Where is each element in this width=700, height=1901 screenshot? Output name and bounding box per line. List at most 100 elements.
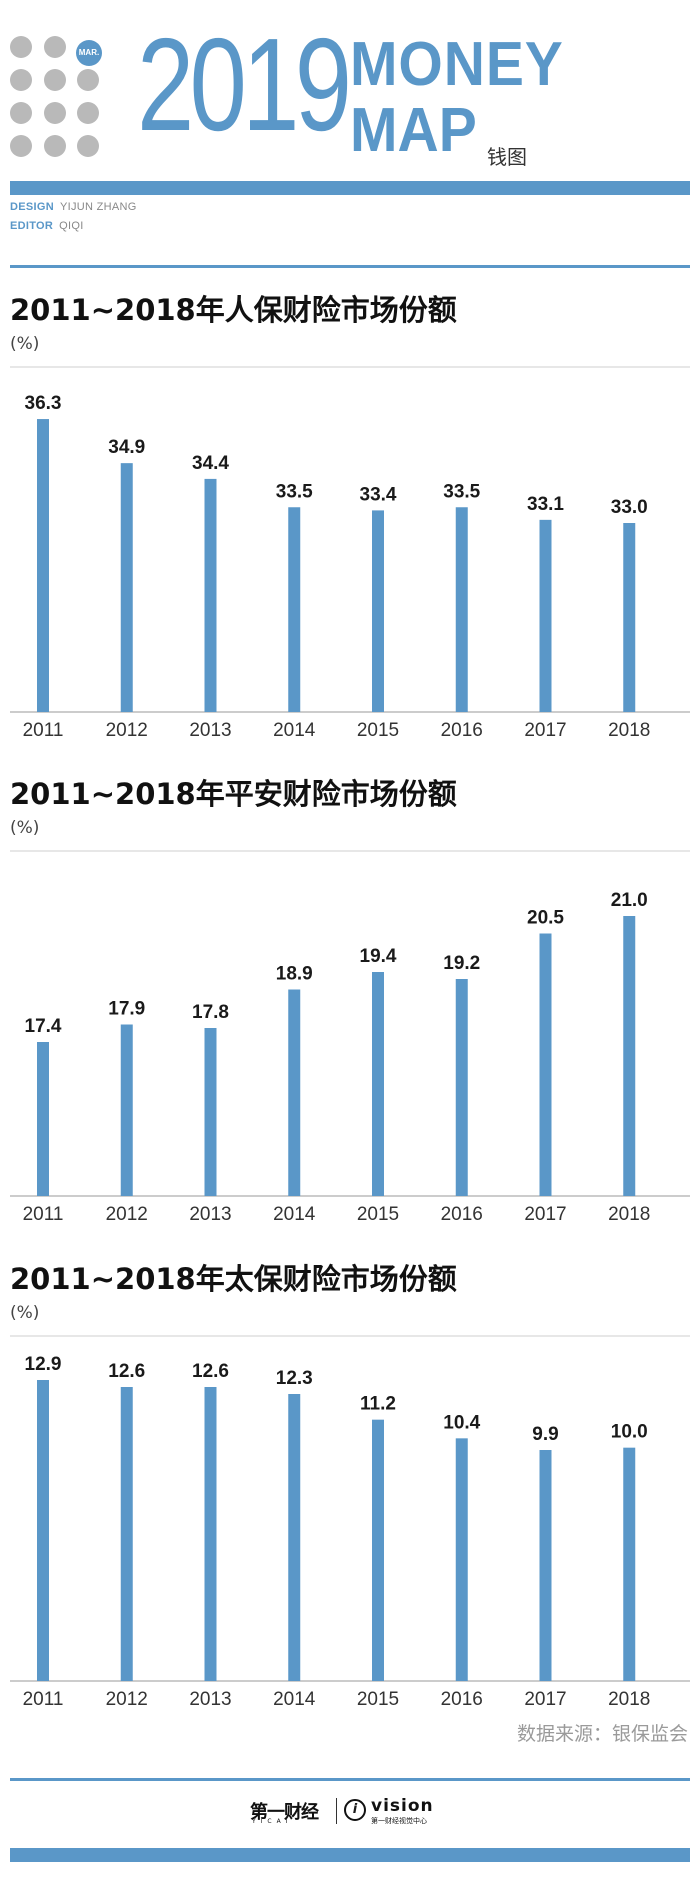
bar [204, 1028, 217, 1196]
data-label: 33.1 [527, 494, 564, 515]
column-title-cn: 钱图 [487, 145, 527, 169]
x-tick-label: 2013 [189, 720, 231, 741]
chart-unit: (%) [10, 334, 40, 354]
data-label: 12.6 [192, 1361, 229, 1382]
x-tick-label: 2015 [357, 1689, 399, 1710]
chart-section-picc: 2011~2018年人保财险市场份额 (%) 36.3 2011 34.9 2012 3… [0, 292, 700, 752]
x-tick-label: 2013 [189, 1689, 231, 1710]
section-rule [10, 265, 690, 268]
x-tick-label: 2011 [23, 720, 64, 741]
data-label: 10.0 [611, 1422, 648, 1443]
data-label: 33.0 [611, 497, 648, 518]
bar [204, 478, 217, 712]
map-heading: MAP [350, 96, 477, 165]
x-tick-label: 2014 [273, 720, 316, 741]
bar [120, 463, 133, 712]
bar [288, 1394, 301, 1681]
bar [288, 989, 301, 1196]
bar [37, 419, 49, 712]
data-label: 12.6 [108, 1361, 145, 1382]
chart-title: 2011~2018年太保财险市场份额 [10, 1262, 457, 1296]
bar [539, 1450, 552, 1681]
footer-rule [10, 1778, 690, 1781]
money-heading: MONEY [350, 30, 564, 99]
x-tick-label: 2017 [524, 1204, 566, 1225]
bar-chart: 36.3 2011 34.9 2012 34.4 2013 33.5 2014 33.4 2015… [10, 366, 690, 741]
bar [288, 507, 301, 712]
chart-title: 2011~2018年人保财险市场份额 [10, 293, 457, 327]
yicai-logo: 第一财经 [250, 1802, 319, 1823]
bar [372, 510, 384, 712]
bar [37, 1042, 49, 1196]
chart-unit: (%) [10, 818, 40, 838]
year-heading: 2019 [137, 11, 352, 158]
chart-unit: (%) [10, 1303, 40, 1323]
data-label: 19.2 [443, 953, 480, 974]
header-rule [10, 181, 690, 195]
x-tick-label: 2014 [273, 1689, 316, 1710]
x-tick-label: 2015 [357, 720, 399, 741]
x-tick-label: 2011 [23, 1204, 64, 1225]
editor-label: EDITOR [10, 220, 54, 232]
chart-title: 2011~2018年平安财险市场份额 [10, 777, 457, 811]
data-label: 12.9 [25, 1354, 62, 1375]
bar-chart: 17.4 2011 17.9 2012 17.8 2013 18.9 2014 19.4 2015… [10, 850, 690, 1225]
x-tick-label: 2012 [106, 720, 148, 741]
bar [455, 1438, 468, 1681]
month-badge: MAR. [76, 40, 102, 66]
bar [455, 979, 468, 1196]
data-label: 33.5 [276, 481, 313, 502]
data-source: 数据来源：银保监会 [516, 1723, 688, 1745]
bar [623, 1447, 636, 1681]
bar [455, 507, 468, 712]
data-label: 33.5 [443, 481, 480, 502]
data-label: 12.3 [276, 1368, 313, 1389]
data-label: 9.9 [532, 1424, 558, 1445]
editor-credit: EDITOR QIQI [10, 220, 84, 232]
bar [623, 916, 636, 1196]
chart-section-pingan: 2011~2018年平安财险市场份额 (%) 17.4 2011 17.9 2012 1… [0, 776, 700, 1236]
data-label: 17.8 [192, 1002, 229, 1023]
data-label: 20.5 [527, 908, 564, 929]
data-label: 18.9 [276, 964, 313, 985]
x-tick-label: 2017 [524, 1689, 566, 1710]
vision-mark-icon: i [344, 1799, 366, 1821]
data-label: 34.9 [108, 437, 145, 458]
data-label: 21.0 [611, 890, 648, 911]
x-tick-label: 2012 [106, 1204, 148, 1225]
bar [37, 1380, 49, 1681]
x-tick-label: 2011 [23, 1689, 64, 1710]
bar [372, 972, 384, 1196]
data-label: 34.4 [192, 453, 229, 474]
design-value: YIJUN ZHANG [59, 201, 137, 213]
vision-logo-sub: 第一财经视觉中心 [371, 1817, 427, 1825]
bar [623, 523, 636, 712]
x-tick-label: 2013 [189, 1204, 231, 1225]
bar [120, 1024, 133, 1196]
x-tick-label: 2016 [441, 720, 483, 741]
data-label: 19.4 [360, 946, 397, 967]
x-tick-label: 2016 [441, 1204, 483, 1225]
data-label: 17.4 [25, 1016, 62, 1037]
bar [204, 1387, 217, 1681]
data-label: 10.4 [443, 1412, 480, 1433]
x-tick-label: 2012 [106, 1689, 148, 1710]
x-tick-label: 2015 [357, 1204, 399, 1225]
logo-divider [336, 1798, 337, 1824]
x-tick-label: 2014 [273, 1204, 316, 1225]
decorative-dot-grid [10, 36, 104, 166]
data-label: 33.4 [360, 484, 397, 505]
editor-value: QIQI [59, 220, 84, 232]
design-label: DESIGN [10, 201, 54, 213]
bar [120, 1387, 133, 1681]
chart-section-cpic: 2011~2018年太保财险市场份额 (%) 12.9 2011 12.6 2012 1… [0, 1261, 700, 1721]
footer-bar [10, 1848, 690, 1862]
bar-chart: 12.9 2011 12.6 2012 12.6 2013 12.3 2014 11.2 2015… [10, 1335, 690, 1710]
bar [539, 933, 552, 1196]
yicai-logo-sub: YICAI [252, 1818, 293, 1825]
x-tick-label: 2017 [524, 720, 566, 741]
vision-logo: vision [371, 1796, 434, 1816]
bar [539, 519, 552, 712]
data-label: 36.3 [25, 393, 62, 414]
x-tick-label: 2018 [608, 1689, 650, 1710]
